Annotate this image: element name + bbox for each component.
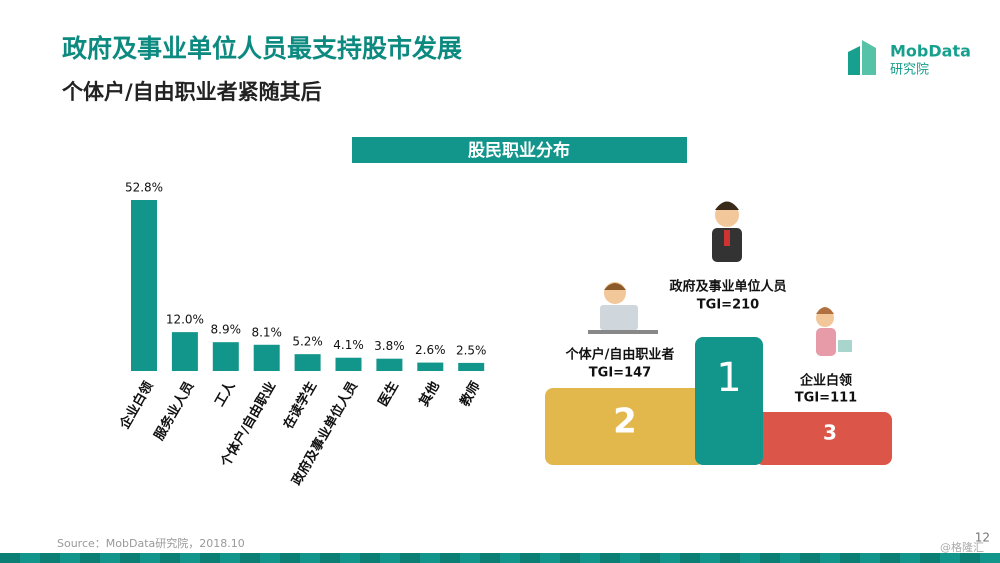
footer-band (0, 553, 1000, 563)
rank: 3 (823, 421, 837, 445)
bar (171, 332, 198, 371)
value-label: 8.1% (251, 325, 282, 339)
podium-label: 企业白领 (799, 373, 852, 389)
podium-label: 政府及事业单位人员 (669, 279, 786, 295)
bar (294, 354, 321, 371)
bar (212, 342, 239, 371)
logo-name: MobData (890, 42, 971, 61)
chart-title: 股民职业分布 (468, 140, 570, 161)
podium-label: 个体户/自由职业者 (565, 347, 675, 363)
figure-icon (816, 307, 852, 356)
source: Source：MobData研究院，2018.10 (57, 536, 245, 550)
podium-tgi: TGI=147 (589, 366, 651, 381)
figure-icon (588, 282, 658, 334)
value-label: 3.8% (374, 339, 405, 353)
bar (458, 362, 485, 371)
bar (335, 357, 362, 371)
bar (376, 358, 403, 371)
watermark: @格隆汇 (940, 540, 984, 554)
value-label: 2.5% (456, 343, 487, 357)
bar (417, 362, 444, 371)
value-label: 4.1% (333, 338, 364, 352)
podium-tgi: TGI=111 (795, 391, 857, 406)
value-label: 5.2% (292, 335, 323, 349)
page-number: 12 (975, 531, 990, 545)
rank: 1 (716, 355, 741, 401)
podium-tgi: TGI=210 (697, 298, 759, 313)
chart-title-band (352, 137, 687, 163)
title: 政府及事业单位人员最支持股市发展 (62, 34, 462, 63)
rank: 2 (613, 402, 637, 442)
value-label: 12.0% (166, 313, 204, 327)
logo-mark (848, 46, 860, 75)
logo: MobData 研究院 (848, 40, 971, 78)
podium-block (695, 337, 763, 465)
value-label: 2.6% (415, 343, 446, 357)
logo-sub: 研究院 (890, 63, 929, 78)
logo-mark (862, 40, 876, 75)
podium-block (545, 388, 705, 465)
subtitle: 个体户/自由职业者紧随其后 (62, 80, 322, 104)
podium-block (755, 412, 892, 465)
figure-icon (712, 201, 742, 262)
value-label: 52.8% (125, 181, 163, 195)
value-label: 8.9% (211, 323, 242, 337)
podium: 1 2 3 政府及事业单位人员 TGI=210 个体户/自由职业者 TGI=14… (545, 201, 892, 465)
bar (253, 344, 280, 371)
bar (131, 200, 157, 371)
